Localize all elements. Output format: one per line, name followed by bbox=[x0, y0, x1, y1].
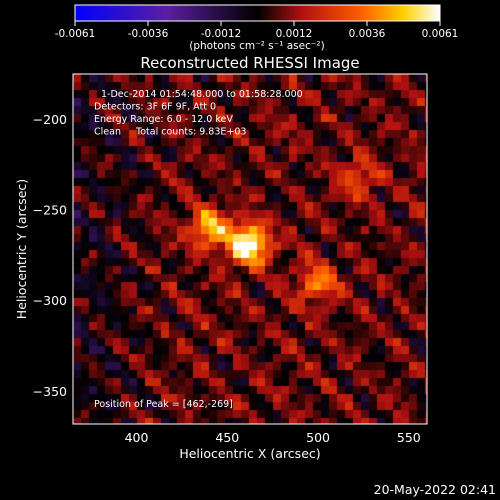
colorbar-tick-label: -0.0012 bbox=[201, 28, 242, 40]
footer-timestamp: 20-May-2022 02:41 bbox=[374, 482, 496, 497]
chart-title: Reconstructed RHESSI Image bbox=[140, 54, 359, 72]
y-tick-label: −300 bbox=[33, 293, 67, 308]
x-axis-label: Heliocentric X (arcsec) bbox=[179, 446, 320, 461]
colorbar bbox=[74, 4, 441, 22]
colorbar-units: (photons cm⁻² s⁻¹ asec⁻²) bbox=[189, 40, 324, 52]
x-tick-label: 500 bbox=[306, 430, 330, 445]
y-tick-label: −250 bbox=[33, 203, 67, 218]
y-tick-label: −200 bbox=[33, 112, 67, 127]
x-tick-label: 450 bbox=[215, 430, 239, 445]
rhessi-image-heatmap bbox=[73, 74, 427, 424]
colorbar-ticks: -0.0061 -0.0036 -0.0012 0.0012 0.0036 0.0061 bbox=[55, 21, 459, 40]
colorbar-tick-label: 0.0061 bbox=[422, 28, 459, 40]
colorbar-tick-label: -0.0036 bbox=[128, 28, 169, 40]
colorbar-tick-label: 0.0012 bbox=[276, 28, 313, 40]
x-tick-label: 550 bbox=[397, 430, 421, 445]
x-tick-label: 400 bbox=[125, 430, 149, 445]
y-tick-label: −350 bbox=[33, 384, 67, 399]
y-axis-label: Heliocentric Y (arcsec) bbox=[14, 179, 29, 319]
colorbar-tick-label: 0.0036 bbox=[349, 28, 386, 40]
colorbar-tick-label: -0.0061 bbox=[55, 28, 96, 40]
